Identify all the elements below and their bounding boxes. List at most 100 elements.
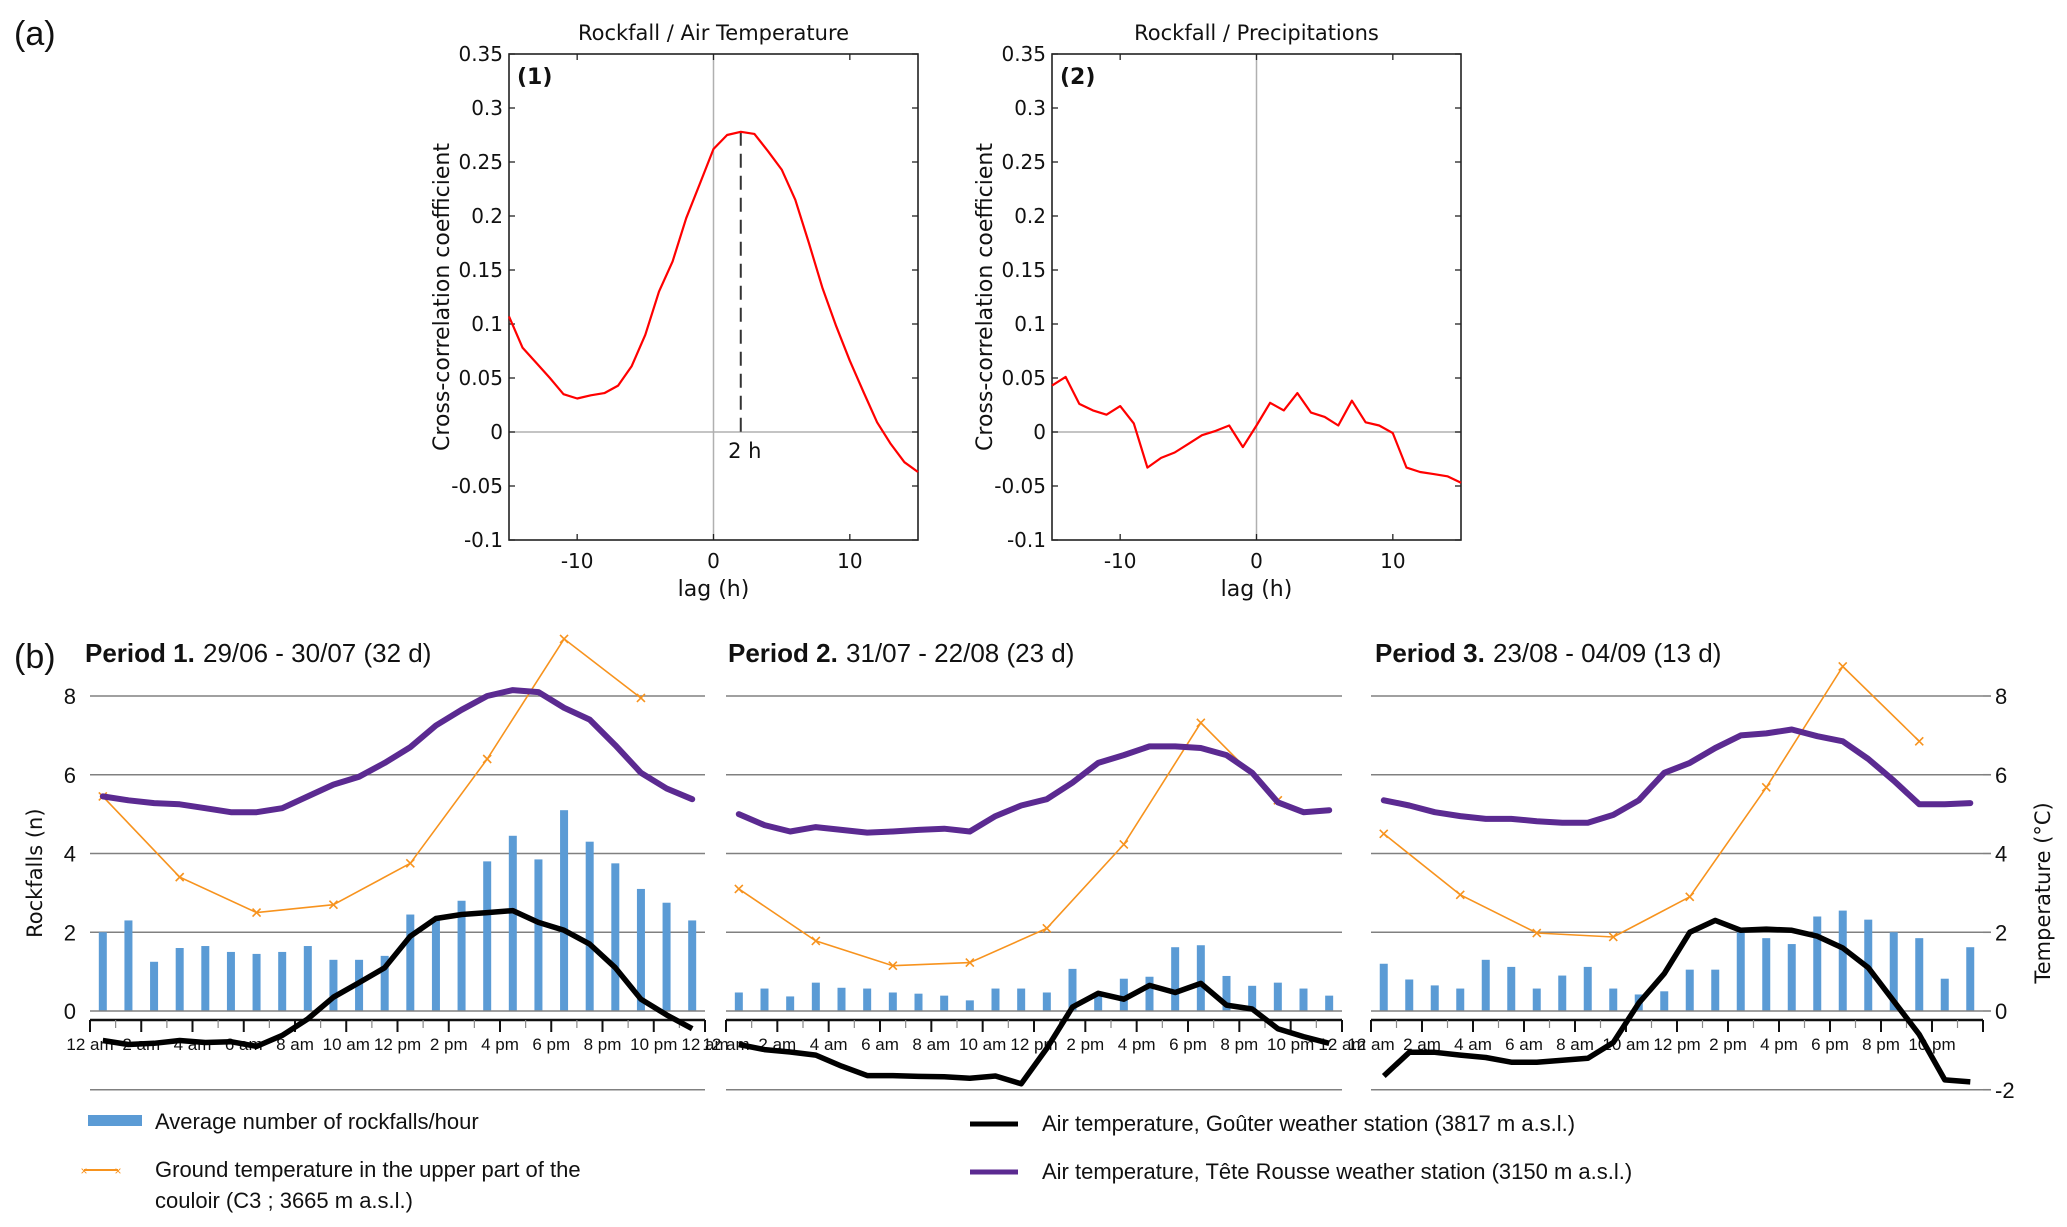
rockfall-bar xyxy=(1171,947,1180,1011)
rockfall-bar xyxy=(786,996,795,1011)
y-axis-label: Cross-correlation coefficient xyxy=(430,143,455,451)
rockfall-bar xyxy=(1094,992,1103,1011)
y-tick-label: 0.1 xyxy=(1014,312,1046,336)
x-tick-label: 10 pm xyxy=(630,1035,677,1054)
ground-temp-marker xyxy=(965,958,975,968)
rockfall-bar xyxy=(1379,963,1388,1011)
y-tick-label: -0.1 xyxy=(464,528,503,552)
rockfall-bar xyxy=(406,914,415,1011)
rockfall-bar xyxy=(1813,916,1822,1011)
rockfall-bar xyxy=(662,902,671,1011)
rockfall-bar xyxy=(760,988,769,1011)
y-tick-label-right: 8 xyxy=(1995,684,2007,709)
rockfall-bar xyxy=(1736,932,1745,1011)
rockfall-bar xyxy=(175,948,184,1011)
x-tick-label: 8 am xyxy=(912,1035,950,1054)
rockfall-bar xyxy=(201,946,210,1011)
x-tick-label: 12 pm xyxy=(1653,1035,1700,1054)
ground-temp-marker xyxy=(405,858,415,868)
y-tick-label: -0.05 xyxy=(994,474,1046,498)
ground-temp-line xyxy=(1383,665,1920,938)
ground-temp-marker xyxy=(734,884,744,894)
rockfall-bar xyxy=(1966,947,1975,1011)
ground-temp-marker xyxy=(175,872,185,882)
ground-temp-marker xyxy=(1455,890,1465,900)
rockfall-bar xyxy=(1685,969,1694,1011)
x-tick-label: 4 am xyxy=(810,1035,848,1054)
y-tick-label: 0.15 xyxy=(458,258,503,282)
y-tick-label: 0.15 xyxy=(1001,258,1046,282)
ground-temp-line xyxy=(738,721,1279,967)
legend-marker-x: × xyxy=(114,1164,121,1178)
ground-temp-marker xyxy=(1119,839,1129,850)
gouter-temp-line xyxy=(102,907,694,1050)
x-tick-label: 12 pm xyxy=(374,1035,421,1054)
rockfall-bar xyxy=(914,993,923,1011)
rockfall-bar xyxy=(1145,976,1154,1011)
rockfall-bar xyxy=(380,955,389,1011)
y-tick-label-left: 4 xyxy=(64,842,76,867)
rockfall-bar xyxy=(1248,985,1257,1011)
rockfall-bar xyxy=(688,920,697,1011)
x-tick-label: 4 pm xyxy=(1118,1035,1156,1054)
ground-temp-marker xyxy=(1379,829,1389,839)
rockfall-bar xyxy=(1558,975,1567,1011)
panel-label-a: (a) xyxy=(14,15,56,53)
rockfall-bar xyxy=(1660,991,1669,1011)
y-tick-label-right: 0 xyxy=(1995,999,2007,1024)
rockfall-bar xyxy=(534,859,543,1011)
xcorr-chart-precipitations: -0.1 -0.05 0 0.05 0.1 0.15 0.2 0.25 0.3 0.35 -10 0 1… xyxy=(973,21,1462,602)
gouter-temp-line xyxy=(1381,917,1971,1085)
rockfall-bar xyxy=(303,946,312,1011)
rockfall-bar xyxy=(1430,985,1439,1011)
y-tick-label: 0.1 xyxy=(471,312,503,336)
x-tick-label: 2 pm xyxy=(430,1035,468,1054)
x-tick-label: 4 pm xyxy=(1760,1035,1798,1054)
rockfall-bar xyxy=(1889,932,1898,1011)
tete-rousse-temp-line xyxy=(735,743,1333,836)
rockfall-bar xyxy=(508,835,517,1011)
y-tick-label: 0.05 xyxy=(1001,366,1046,390)
rockfall-bar xyxy=(1532,988,1541,1011)
legend-label-ground-1: Ground temperature in the upper part of … xyxy=(155,1157,581,1182)
x-tick-label: 0 xyxy=(707,549,720,573)
x-tick-label: 12 am xyxy=(681,1035,728,1054)
gouter-temp-line xyxy=(738,980,1330,1087)
legend-item-tete-rousse: Air temperature, Tête Rousse weather sta… xyxy=(970,1159,1632,1184)
period-2-chart: Period 2. 31/07 - 22/08 (23 d)12 am 2 am 4 … xyxy=(702,638,1366,1091)
x-tick-label: 6 am xyxy=(1505,1035,1543,1054)
y-tick-label-right: -2 xyxy=(1995,1078,2015,1103)
legend-item-ground: × × Ground temperature in the upper part… xyxy=(80,1157,580,1213)
rockfall-bar xyxy=(1609,988,1618,1011)
x-tick-label: 6 am xyxy=(861,1035,899,1054)
period-title-dates: 23/08 - 04/09 (13 d) xyxy=(1493,638,1721,668)
x-tick-label: 8 pm xyxy=(1220,1035,1258,1054)
y-tick-label-left: 8 xyxy=(64,684,76,709)
rockfall-bar xyxy=(1507,966,1516,1011)
rockfall-bar xyxy=(1787,944,1796,1011)
rockfall-bar xyxy=(636,888,645,1011)
x-tick-label: 6 pm xyxy=(1811,1035,1849,1054)
chart-tag: (1) xyxy=(517,65,552,90)
y-tick-label: 0.2 xyxy=(471,204,503,228)
y-tick-label: 0.3 xyxy=(471,96,503,120)
y-tick-label: 0.35 xyxy=(458,42,503,66)
rockfall-bar xyxy=(965,1000,974,1011)
period-title-dates: 31/07 - 22/08 (23 d) xyxy=(846,638,1074,668)
rockfall-bar xyxy=(1838,910,1847,1011)
legend-marker-x: × xyxy=(80,1164,87,1178)
legend-label-gouter: Air temperature, Goûter weather station … xyxy=(1042,1111,1575,1136)
rockfall-bar xyxy=(226,951,235,1011)
y-tick-label-left: 2 xyxy=(64,920,76,945)
x-tick-label: 2 pm xyxy=(1709,1035,1747,1054)
y-tick-label-left: 6 xyxy=(64,763,76,788)
ground-temp-marker xyxy=(251,907,262,918)
y-tick-label: 0 xyxy=(1033,420,1046,444)
period-title-bold: Period 1. xyxy=(85,638,195,668)
ground-temp-marker xyxy=(811,936,821,946)
rockfall-bar xyxy=(278,951,287,1011)
rockfall-bar xyxy=(611,863,620,1011)
ground-temp-marker xyxy=(482,754,492,764)
legend-swatch-bars xyxy=(88,1115,142,1126)
